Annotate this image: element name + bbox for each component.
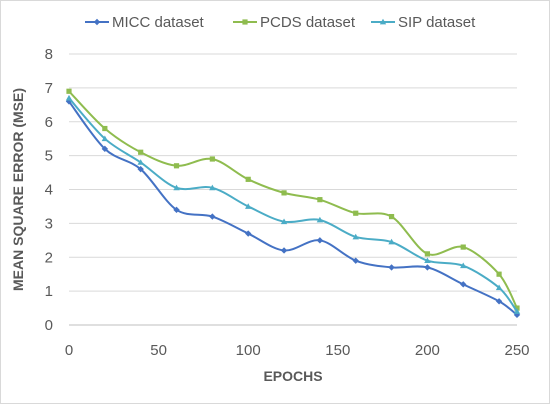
data-point — [173, 163, 180, 169]
data-point — [495, 298, 503, 305]
data-point — [280, 247, 288, 254]
data-point — [137, 165, 144, 173]
data-point — [352, 257, 359, 264]
y-tick-label: 1 — [45, 283, 53, 300]
data-point — [245, 230, 252, 237]
y-tick-label: 3 — [45, 215, 53, 232]
x-tick-label: 150 — [325, 342, 350, 359]
data-point — [388, 214, 395, 220]
data-point — [388, 264, 395, 271]
data-point — [495, 284, 503, 291]
data-point — [101, 145, 109, 153]
y-tick-labels: 0 1 2 3 4 5 6 7 8 — [45, 46, 53, 334]
data-point — [424, 257, 431, 264]
y-tick-label: 4 — [45, 182, 53, 199]
x-axis-title: EPOCHS — [263, 368, 322, 384]
legend-label: SIP dataset — [398, 14, 476, 31]
y-tick-label: 0 — [45, 317, 53, 334]
data-point — [245, 203, 252, 209]
data-point — [281, 190, 287, 196]
legend-item: PCDS dataset — [233, 14, 356, 31]
y-axis-title: MEAN SQUARE ERROR (MSE) — [10, 88, 26, 291]
x-tick-label: 250 — [504, 342, 529, 359]
data-point — [138, 149, 144, 155]
legend: MICC dataset PCDS dataset SIP dataset — [85, 14, 476, 31]
data-point — [460, 281, 467, 288]
x-tick-label: 100 — [236, 342, 261, 359]
series-line — [68, 100, 518, 316]
y-tick-label: 7 — [45, 80, 53, 97]
data-point — [209, 184, 216, 191]
x-tick-label: 50 — [150, 342, 167, 359]
x-tick-label: 0 — [65, 342, 73, 359]
series-line — [68, 97, 518, 313]
data-point — [102, 125, 108, 132]
y-tick-label: 6 — [45, 114, 53, 131]
data-point — [173, 206, 180, 214]
data-point — [317, 197, 323, 203]
legend-label: MICC dataset — [112, 14, 205, 31]
y-tick-label: 8 — [45, 46, 53, 63]
data-point — [514, 305, 520, 311]
legend-marker — [242, 19, 248, 25]
x-tick-labels: 0 50 100 150 200 250 — [65, 342, 530, 359]
data-point — [66, 88, 72, 94]
data-point — [65, 94, 73, 101]
series-group — [65, 88, 521, 319]
data-point — [316, 237, 324, 244]
y-tick-label: 2 — [45, 249, 53, 266]
data-point — [460, 244, 466, 250]
data-point — [245, 176, 251, 182]
data-point — [496, 271, 502, 277]
data-point — [209, 213, 216, 220]
legend-item: SIP dataset — [371, 14, 476, 31]
data-point — [280, 218, 288, 225]
x-tick-label: 200 — [415, 342, 440, 359]
data-point — [352, 233, 359, 240]
legend-label: PCDS dataset — [260, 14, 356, 31]
series-1 — [65, 98, 521, 319]
data-point — [388, 238, 395, 245]
data-point — [513, 308, 521, 314]
data-point — [137, 159, 144, 165]
data-point — [65, 98, 73, 105]
legend-marker — [93, 18, 101, 26]
grid-lines — [69, 53, 517, 292]
data-point — [460, 262, 467, 269]
series-2 — [66, 88, 520, 311]
legend-item: MICC dataset — [85, 14, 205, 31]
y-tick-label: 5 — [45, 148, 53, 165]
data-point — [353, 210, 359, 216]
data-point — [424, 251, 430, 257]
data-point — [209, 156, 215, 162]
legend-marker — [379, 18, 387, 25]
data-point — [173, 184, 180, 191]
series-3 — [65, 94, 521, 314]
series-line — [68, 90, 518, 309]
data-point — [424, 264, 431, 271]
data-point — [316, 216, 324, 223]
data-point — [101, 135, 109, 142]
